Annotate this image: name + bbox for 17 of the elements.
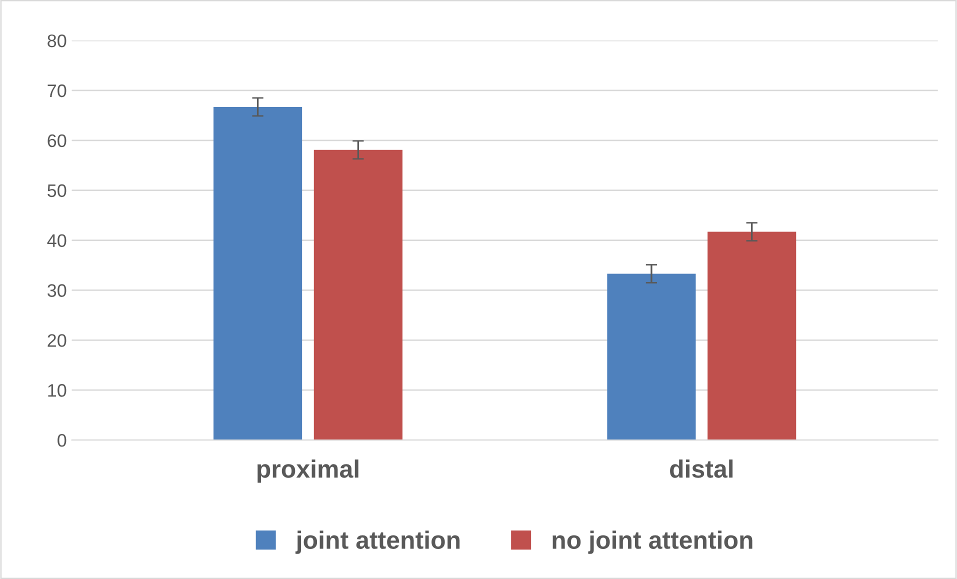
- bar: [708, 232, 796, 440]
- legend-label: joint attention: [295, 530, 460, 554]
- y-tick-label: 50: [48, 184, 66, 198]
- y-tick-label: 80: [48, 34, 66, 48]
- y-tick-label: 40: [47, 234, 66, 248]
- bar: [314, 150, 402, 440]
- x-tick-label: distal: [670, 459, 733, 478]
- bar: [607, 274, 696, 440]
- legend-label: no joint attention: [552, 530, 752, 554]
- y-tick-label: 20: [48, 334, 66, 347]
- y-tick-label: 0: [58, 434, 66, 447]
- y-tick-label: 10: [48, 384, 66, 397]
- y-tick-label: 30: [48, 284, 66, 297]
- y-tick-label: 60: [48, 134, 66, 148]
- x-tick-label: proximal: [258, 459, 358, 483]
- bar: [214, 106, 302, 440]
- y-tick-label: 70: [48, 84, 66, 98]
